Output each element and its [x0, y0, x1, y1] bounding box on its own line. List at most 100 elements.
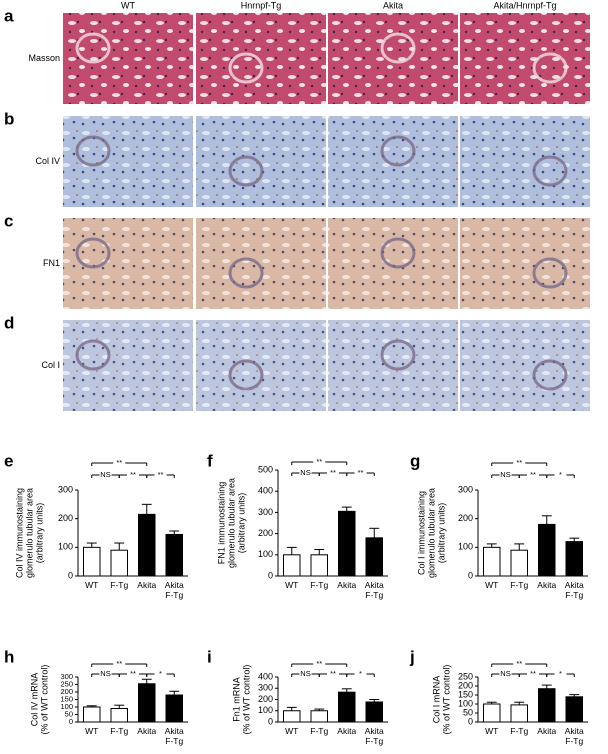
glomerulus [228, 52, 264, 84]
label-bg [499, 471, 512, 479]
y-tick-label: 100 [258, 549, 273, 559]
x-tick-label: F-Tg [110, 726, 129, 736]
column-header: Hnrnpf-Tg [241, 0, 282, 10]
panel-letter: i [207, 647, 212, 666]
x-tick-label: F-Tg [510, 726, 529, 736]
y-tick-label: 100 [458, 542, 473, 552]
significance-label: ** [130, 669, 136, 678]
x-tick-label-box: Akita F-Tg [364, 580, 384, 600]
y-axis-label: Col I immunostaining [416, 491, 426, 575]
y-tick-label: 300 [458, 484, 473, 494]
label-bg [99, 670, 112, 678]
label-bg [554, 670, 567, 678]
label-bg [513, 660, 526, 668]
x-tick-label: WT [285, 580, 299, 590]
x-tick-label: F-Tg [310, 580, 329, 590]
y-axis-label: (% of WT control) [39, 665, 49, 735]
x-tick-label-box: WT [485, 726, 498, 736]
x-tick-label-box: WT [485, 580, 499, 590]
y-tick-label: 300 [58, 484, 73, 494]
significance-label: ** [530, 470, 536, 479]
significance-label: * [359, 669, 362, 678]
y-tick-label: 100 [258, 705, 273, 715]
y-tick-label: 300 [258, 683, 273, 693]
x-tick-label: Akita F-Tg [364, 580, 384, 600]
bar [283, 554, 301, 577]
y-tick-label: 500 [258, 464, 273, 474]
significance-label: ** [316, 457, 322, 466]
bar [83, 546, 101, 577]
x-tick-label-box: F-Tg [310, 726, 329, 736]
x-tick-label: Akita [137, 726, 157, 736]
micrograph [196, 116, 326, 207]
panel-letter: g [410, 451, 420, 470]
x-tick-label-box: Akita F-Tg [565, 726, 584, 746]
y-axis-label: (% of WT control) [241, 665, 251, 735]
significance-label: NS [100, 470, 110, 479]
micrograph [328, 320, 458, 411]
label-bg [354, 469, 367, 477]
x-tick-label: F-Tg [510, 580, 529, 590]
significance-label: ** [530, 669, 536, 678]
x-tick-label: F-Tg [310, 726, 329, 736]
micrograph [196, 320, 326, 411]
significance-label: NS [500, 470, 510, 479]
significance-label: NS [300, 669, 310, 678]
y-tick-label: 0 [69, 717, 73, 726]
x-tick-label-box: Akita [337, 726, 356, 736]
bar [83, 706, 101, 723]
significance-label: ** [130, 470, 136, 479]
y-tick-label: 0 [468, 716, 473, 726]
y-tick-label: 100 [458, 698, 473, 708]
micrograph [460, 13, 590, 104]
x-tick-label-box: Akita [337, 580, 357, 590]
x-tick-label: WT [485, 580, 499, 590]
glomerulus [532, 359, 568, 391]
stain-label: Masson [28, 53, 60, 63]
x-tick-label-box: WT [85, 726, 98, 736]
y-tick-label: 150 [60, 694, 73, 703]
x-tick-label-box: Akita F-Tg [164, 726, 184, 746]
column-header: WT [121, 0, 135, 10]
bar [138, 683, 156, 723]
y-tick-label: 200 [458, 680, 473, 690]
x-tick-label: Akita F-Tg [564, 580, 584, 600]
panel-letter: f [207, 451, 213, 470]
bar [138, 513, 156, 577]
y-tick-label: 0 [468, 570, 473, 580]
label-bg [527, 471, 539, 479]
x-tick-label-box: WT [285, 726, 299, 736]
panel-letter: e [4, 451, 13, 470]
x-tick-label-box: Akita F-Tg [564, 580, 584, 600]
significance-label: NS [500, 669, 510, 678]
y-tick-label: 200 [258, 694, 273, 704]
y-tick-label: 200 [58, 513, 73, 523]
y-tick-label: 200 [60, 687, 73, 696]
significance-label: ** [316, 659, 322, 668]
glomerulus [532, 52, 568, 84]
y-axis-label: glomerulo tubular area [426, 488, 436, 578]
y-axis-label: (arbitrary units) [34, 503, 44, 564]
glomerulus [75, 32, 111, 64]
label-bg [113, 459, 126, 467]
significance-label: ** [116, 659, 122, 668]
y-tick-label: 400 [258, 486, 273, 496]
glomerulus [380, 135, 416, 167]
y-tick-label: 250 [60, 679, 73, 688]
stain-label: Col IV [35, 156, 60, 166]
y-axis-label: glomerulo tubular area [24, 488, 34, 578]
micrograph [328, 13, 458, 104]
bar [565, 541, 583, 577]
bar [110, 549, 128, 577]
panel-letter: b [4, 109, 14, 128]
x-tick-label: F-Tg [110, 580, 129, 590]
y-tick-label: 0 [68, 570, 73, 580]
glomerulus [532, 257, 568, 289]
x-tick-label: Akita F-Tg [164, 726, 184, 746]
bar [165, 694, 183, 723]
x-tick-label: WT [285, 726, 299, 736]
x-tick-label-box: Akita [137, 726, 157, 736]
y-axis-label: FN1 immunostaining [216, 482, 226, 565]
x-tick-label: Akita [337, 580, 357, 590]
label-bg [554, 471, 567, 479]
